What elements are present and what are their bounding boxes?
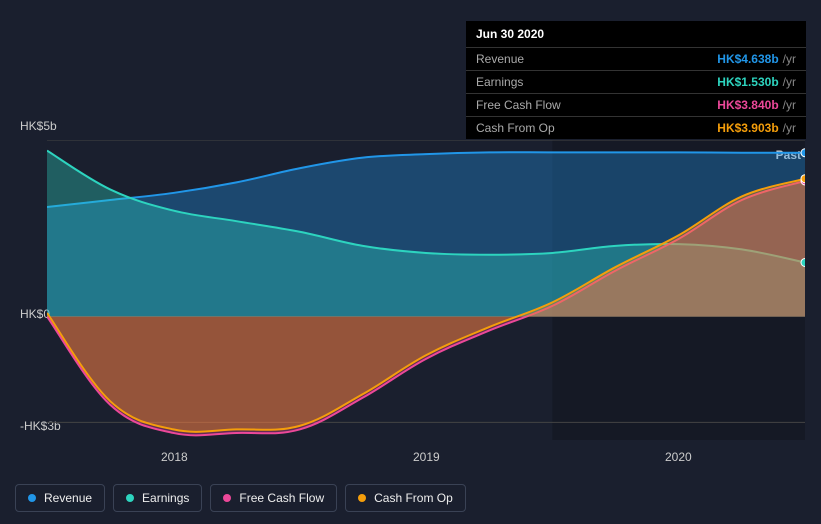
- legend-item-cfo[interactable]: Cash From Op: [345, 484, 466, 512]
- tooltip-row-revenue: Revenue HK$4.638b /yr: [466, 48, 806, 71]
- legend-dot-icon: [358, 494, 366, 502]
- tooltip-value: HK$3.840b: [717, 98, 778, 112]
- tooltip-row-fcf: Free Cash Flow HK$3.840b /yr: [466, 94, 806, 117]
- tooltip-row-cfo: Cash From Op HK$3.903b /yr: [466, 117, 806, 139]
- legend-dot-icon: [223, 494, 231, 502]
- tooltip-unit: /yr: [783, 121, 796, 135]
- end-marker-earnings[interactable]: [801, 258, 805, 266]
- x-tick-label: 2020: [665, 450, 692, 464]
- data-tooltip: Jun 30 2020 Revenue HK$4.638b /yr Earnin…: [466, 21, 806, 139]
- legend-item-earnings[interactable]: Earnings: [113, 484, 202, 512]
- area-chart[interactable]: [47, 140, 805, 440]
- tooltip-unit: /yr: [783, 75, 796, 89]
- legend-label: Cash From Op: [374, 491, 453, 505]
- tooltip-value: HK$3.903b: [717, 121, 778, 135]
- chart-legend: Revenue Earnings Free Cash Flow Cash Fro…: [15, 484, 466, 512]
- tooltip-row-earnings: Earnings HK$1.530b /yr: [466, 71, 806, 94]
- tooltip-label: Free Cash Flow: [476, 98, 717, 112]
- y-tick-label: HK$0: [20, 307, 50, 321]
- legend-label: Free Cash Flow: [239, 491, 324, 505]
- tooltip-unit: /yr: [783, 98, 796, 112]
- legend-dot-icon: [126, 494, 134, 502]
- x-tick-label: 2018: [161, 450, 188, 464]
- end-marker-revenue[interactable]: [801, 149, 805, 157]
- tooltip-label: Cash From Op: [476, 121, 717, 135]
- tooltip-label: Earnings: [476, 75, 717, 89]
- end-marker-cash-from-op[interactable]: [801, 175, 805, 183]
- legend-label: Revenue: [44, 491, 92, 505]
- x-tick-label: 2019: [413, 450, 440, 464]
- tooltip-value: HK$4.638b: [717, 52, 778, 66]
- tooltip-unit: /yr: [783, 52, 796, 66]
- tooltip-label: Revenue: [476, 52, 717, 66]
- legend-item-fcf[interactable]: Free Cash Flow: [210, 484, 337, 512]
- legend-label: Earnings: [142, 491, 189, 505]
- tooltip-value: HK$1.530b: [717, 75, 778, 89]
- y-tick-label: HK$5b: [20, 119, 57, 133]
- legend-item-revenue[interactable]: Revenue: [15, 484, 105, 512]
- tooltip-date: Jun 30 2020: [466, 21, 806, 48]
- legend-dot-icon: [28, 494, 36, 502]
